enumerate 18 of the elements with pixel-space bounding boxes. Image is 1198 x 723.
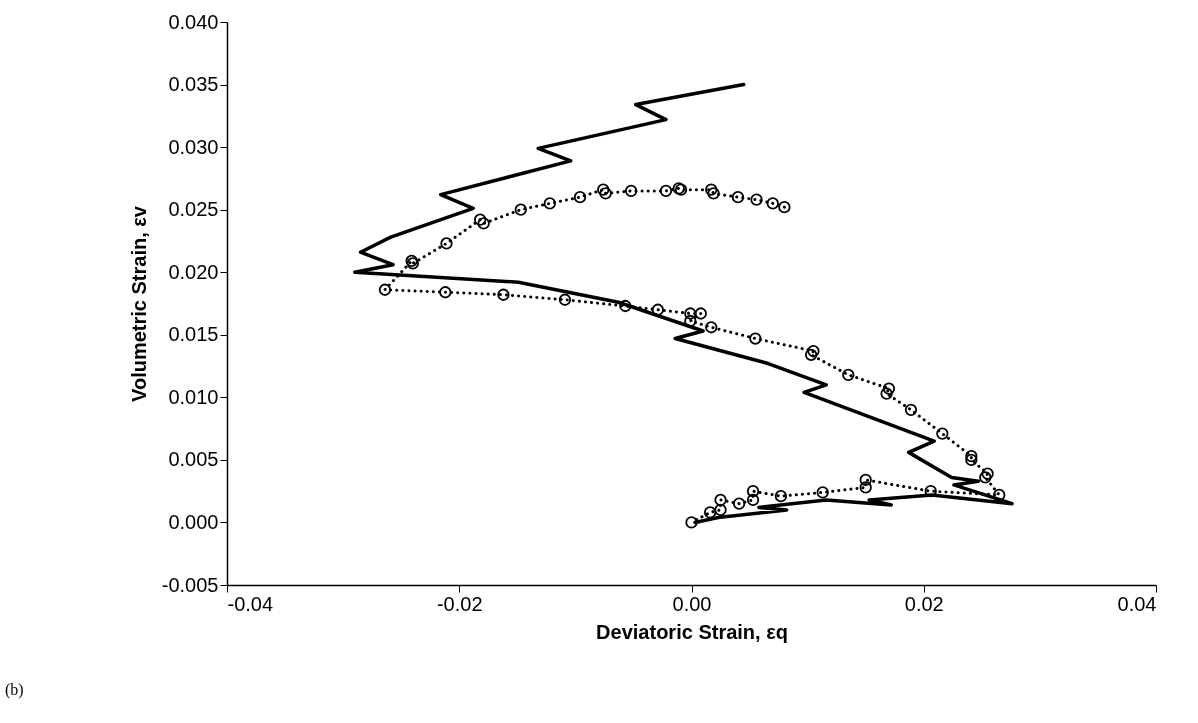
y-tick-label: 0.025 bbox=[168, 198, 219, 221]
x-axis-title: Deviatoric Strain, εq bbox=[596, 620, 788, 643]
y-tick-label: 0.015 bbox=[168, 323, 219, 346]
y-tick-label: -0.005 bbox=[161, 573, 219, 596]
x-tick-label: -0.02 bbox=[436, 592, 483, 615]
y-tick-label: 0.035 bbox=[168, 73, 219, 96]
text: (b) bbox=[5, 681, 24, 699]
y-tick-label: 0.010 bbox=[168, 385, 219, 408]
y-tick-label: 0.020 bbox=[168, 260, 219, 283]
x-tick-label: 0.00 bbox=[672, 592, 712, 615]
y-axis-title: Volumetric Strain, εv bbox=[127, 205, 150, 402]
y-tick-label: 0.005 bbox=[168, 448, 219, 471]
y-tick-label: 0.000 bbox=[168, 510, 219, 533]
x-tick-label: 0.04 bbox=[1117, 592, 1157, 615]
y-tick-label: 0.030 bbox=[168, 135, 219, 158]
y-tick-label: 0.040 bbox=[168, 10, 219, 33]
x-tick-label: 0.02 bbox=[904, 592, 944, 615]
x-tick-label: -0.04 bbox=[227, 592, 274, 615]
